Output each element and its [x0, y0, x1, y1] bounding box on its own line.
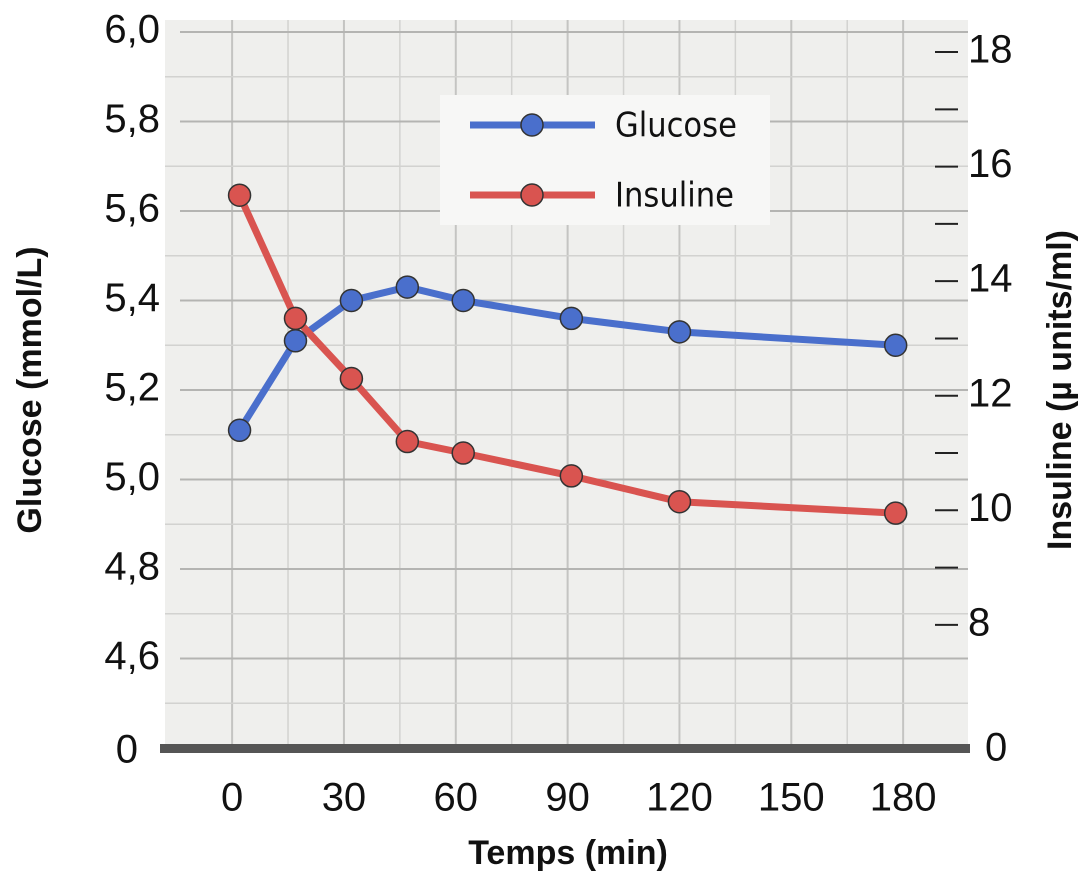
data-point [883, 333, 908, 357]
legend-marker [520, 113, 544, 137]
legend-label: Insuline [615, 176, 734, 216]
y-tick-label: 6,0 [104, 8, 160, 52]
data-point [227, 183, 252, 207]
data-point [451, 441, 475, 465]
x-tick-label: 30 [322, 776, 367, 820]
y2-tick-label: 12 [968, 371, 1013, 415]
y2-tick-label: 8 [968, 600, 990, 644]
legend-marker [520, 183, 544, 207]
data-point [395, 429, 420, 454]
legend-box [440, 95, 770, 225]
legend-label: Glucose [615, 106, 737, 146]
x-axis-title: Temps (min) [468, 834, 668, 872]
y-tick-label: 4,6 [104, 634, 160, 678]
data-point [559, 464, 584, 488]
data-point [283, 306, 308, 331]
data-point [667, 489, 692, 514]
x-tick-label: 120 [646, 776, 713, 820]
series-line [236, 193, 896, 517]
y-tick-label: 5,8 [104, 97, 160, 141]
data-point [667, 320, 692, 344]
y-axis-title: Glucose (mmol/L) [11, 246, 49, 533]
baseline [160, 744, 970, 753]
data-point [227, 418, 252, 443]
y-tick-label: 5,4 [104, 276, 160, 320]
y-tick-label: 4,8 [104, 545, 160, 589]
y2-axis-title: Insuline (µ units/ml) [1041, 230, 1079, 550]
data-point [883, 501, 908, 525]
data-point [283, 329, 308, 353]
x-tick-label: 150 [758, 776, 825, 820]
x-tick-label: 180 [870, 776, 937, 820]
data-point [339, 366, 364, 391]
data-point [559, 306, 584, 331]
data-point [339, 288, 364, 313]
data-point [395, 275, 420, 299]
y-break-label: 0 [116, 728, 138, 772]
y2-tick-label: 14 [968, 257, 1013, 301]
y-tick-label: 5,0 [104, 455, 160, 499]
y2-tick-label: 10 [968, 486, 1013, 530]
y2-tick-label: 16 [968, 142, 1013, 186]
data-point [451, 288, 475, 313]
y2-break-label: 0 [985, 726, 1007, 770]
x-tick-label: 60 [434, 776, 479, 820]
y2-tick-label: 18 [968, 28, 1013, 72]
y-tick-label: 5,2 [104, 366, 160, 410]
x-tick-label: 0 [221, 776, 243, 820]
y-tick-label: 5,6 [104, 187, 160, 231]
x-tick-label: 90 [545, 776, 590, 820]
